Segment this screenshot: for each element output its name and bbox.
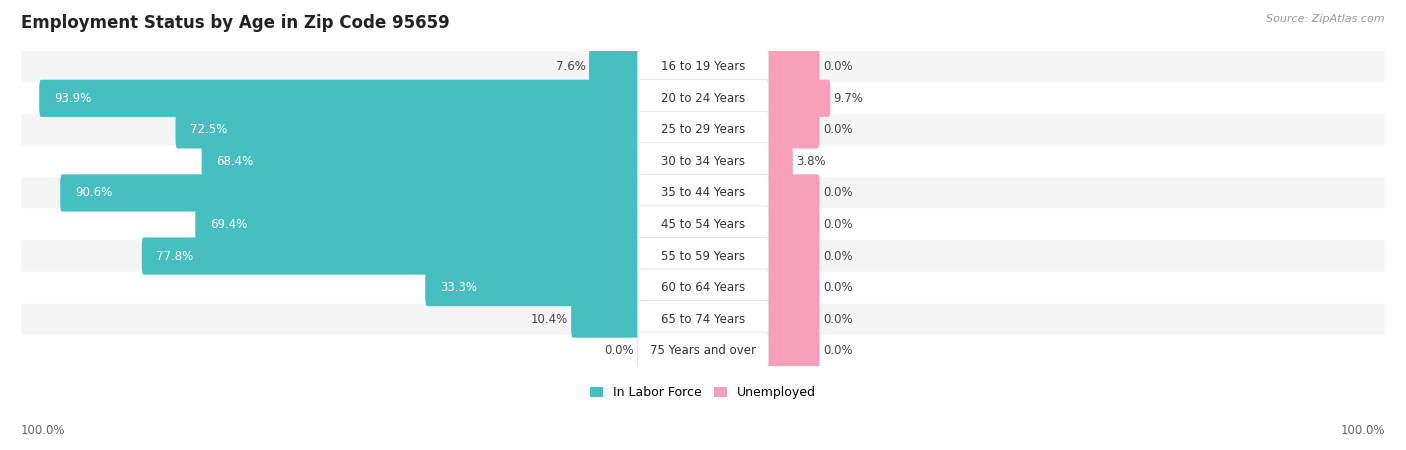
Text: 0.0%: 0.0% <box>823 281 852 294</box>
Text: 0.0%: 0.0% <box>823 344 852 357</box>
FancyBboxPatch shape <box>765 111 820 148</box>
FancyBboxPatch shape <box>21 146 1385 177</box>
Text: 75 Years and over: 75 Years and over <box>650 344 756 357</box>
Text: 3.8%: 3.8% <box>796 155 825 168</box>
FancyBboxPatch shape <box>765 269 820 306</box>
FancyBboxPatch shape <box>637 80 769 117</box>
Text: 100.0%: 100.0% <box>1340 423 1385 436</box>
FancyBboxPatch shape <box>201 143 641 180</box>
FancyBboxPatch shape <box>589 48 641 86</box>
FancyBboxPatch shape <box>571 301 641 338</box>
FancyBboxPatch shape <box>637 238 769 274</box>
Legend: In Labor Force, Unemployed: In Labor Force, Unemployed <box>585 381 821 404</box>
FancyBboxPatch shape <box>637 301 769 338</box>
FancyBboxPatch shape <box>21 303 1385 335</box>
Text: 30 to 34 Years: 30 to 34 Years <box>661 155 745 168</box>
Text: 0.0%: 0.0% <box>823 123 852 136</box>
Text: 72.5%: 72.5% <box>190 123 228 136</box>
FancyBboxPatch shape <box>637 269 769 306</box>
FancyBboxPatch shape <box>195 206 641 243</box>
Text: 25 to 29 Years: 25 to 29 Years <box>661 123 745 136</box>
FancyBboxPatch shape <box>637 206 769 243</box>
FancyBboxPatch shape <box>765 332 820 369</box>
FancyBboxPatch shape <box>637 174 769 212</box>
FancyBboxPatch shape <box>637 48 769 86</box>
Text: 60 to 64 Years: 60 to 64 Years <box>661 281 745 294</box>
Text: 35 to 44 Years: 35 to 44 Years <box>661 186 745 199</box>
FancyBboxPatch shape <box>765 80 831 117</box>
FancyBboxPatch shape <box>21 335 1385 366</box>
Text: 69.4%: 69.4% <box>209 218 247 231</box>
FancyBboxPatch shape <box>765 48 820 86</box>
Text: 0.0%: 0.0% <box>823 218 852 231</box>
Text: 10.4%: 10.4% <box>530 313 568 326</box>
FancyBboxPatch shape <box>765 301 820 338</box>
FancyBboxPatch shape <box>425 269 641 306</box>
FancyBboxPatch shape <box>142 238 641 274</box>
Text: 100.0%: 100.0% <box>21 423 66 436</box>
FancyBboxPatch shape <box>21 114 1385 146</box>
FancyBboxPatch shape <box>60 174 641 212</box>
FancyBboxPatch shape <box>21 51 1385 82</box>
Text: 0.0%: 0.0% <box>823 249 852 262</box>
Text: 16 to 19 Years: 16 to 19 Years <box>661 60 745 73</box>
FancyBboxPatch shape <box>765 238 820 274</box>
FancyBboxPatch shape <box>21 240 1385 272</box>
FancyBboxPatch shape <box>21 82 1385 114</box>
FancyBboxPatch shape <box>765 206 820 243</box>
Text: 45 to 54 Years: 45 to 54 Years <box>661 218 745 231</box>
FancyBboxPatch shape <box>21 177 1385 209</box>
Text: 7.6%: 7.6% <box>555 60 586 73</box>
Text: 77.8%: 77.8% <box>156 249 194 262</box>
Text: 0.0%: 0.0% <box>823 60 852 73</box>
Text: 0.0%: 0.0% <box>823 313 852 326</box>
Text: Employment Status by Age in Zip Code 95659: Employment Status by Age in Zip Code 956… <box>21 14 450 32</box>
FancyBboxPatch shape <box>21 272 1385 303</box>
Text: 55 to 59 Years: 55 to 59 Years <box>661 249 745 262</box>
FancyBboxPatch shape <box>637 332 769 369</box>
Text: 9.7%: 9.7% <box>834 92 863 105</box>
FancyBboxPatch shape <box>765 174 820 212</box>
Text: 33.3%: 33.3% <box>440 281 477 294</box>
FancyBboxPatch shape <box>765 143 793 180</box>
Text: 0.0%: 0.0% <box>605 344 634 357</box>
Text: 0.0%: 0.0% <box>823 186 852 199</box>
Text: 68.4%: 68.4% <box>217 155 253 168</box>
Text: 20 to 24 Years: 20 to 24 Years <box>661 92 745 105</box>
FancyBboxPatch shape <box>21 209 1385 240</box>
FancyBboxPatch shape <box>176 111 641 148</box>
FancyBboxPatch shape <box>637 111 769 148</box>
FancyBboxPatch shape <box>39 80 641 117</box>
Text: 93.9%: 93.9% <box>53 92 91 105</box>
Text: Source: ZipAtlas.com: Source: ZipAtlas.com <box>1267 14 1385 23</box>
Text: 90.6%: 90.6% <box>75 186 112 199</box>
FancyBboxPatch shape <box>637 143 769 180</box>
Text: 65 to 74 Years: 65 to 74 Years <box>661 313 745 326</box>
